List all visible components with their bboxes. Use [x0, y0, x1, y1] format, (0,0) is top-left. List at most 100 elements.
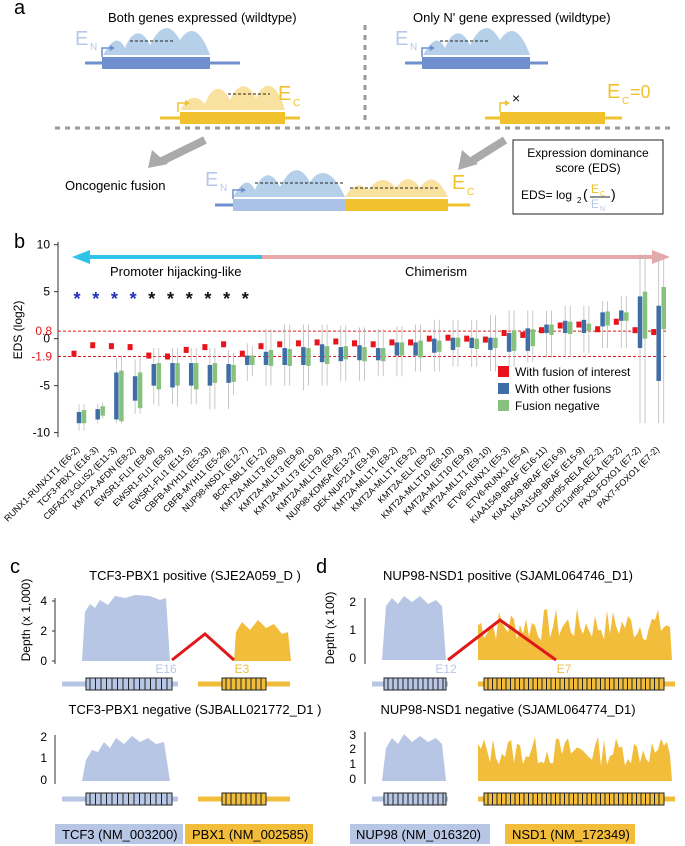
panel-d: d NUP98-NSD1 positive (SJAML064746_D1) D…	[316, 556, 675, 844]
fusion-gene: Oncogenic fusion E N E C	[65, 169, 474, 211]
n-coverage	[103, 28, 210, 55]
panel-a: a Both genes expressed (wildtype) Only N…	[14, 0, 670, 215]
right-n-gene: E N	[395, 28, 548, 69]
fusion-negative-box	[268, 349, 274, 366]
interest-marker	[501, 330, 507, 337]
n-arrow-head-right	[430, 45, 435, 51]
d-bottom-ytick-0: 0	[349, 772, 356, 786]
b-stars: * * * * * * * * * *	[73, 289, 248, 309]
other-fusions-box	[301, 347, 306, 365]
interest-marker	[277, 341, 283, 348]
y-tick-label: 5	[43, 285, 50, 299]
panel-c: c TCF3-PBX1 positive (SJE2A059_D ) Depth…	[10, 556, 321, 844]
fusion-arrow-head	[241, 187, 246, 193]
fusion-negative-box	[642, 291, 648, 339]
fusion-negative-box	[549, 324, 554, 335]
other-fusions-box	[656, 305, 661, 381]
other-fusions-box	[525, 328, 531, 351]
significance-star: *	[223, 289, 230, 309]
other-fusions-box	[226, 364, 231, 383]
ec-letter-right: E	[607, 81, 620, 103]
fusion-ec-letter: E	[452, 172, 465, 194]
d-bottom-c-coverage	[478, 736, 672, 781]
interest-marker	[557, 322, 563, 329]
interest-marker	[165, 353, 170, 360]
c-bottom-ytick-1: 1	[40, 751, 47, 765]
significance-star: *	[204, 289, 211, 309]
significance-star: *	[92, 289, 99, 309]
other-fusions-box	[450, 337, 456, 350]
other-fusions-box	[637, 296, 643, 349]
interest-marker	[221, 341, 227, 348]
eds-formula: EDS= log	[521, 188, 572, 202]
gene-exon-block	[221, 677, 267, 691]
eds-formula-base: 2	[577, 196, 582, 205]
legend-negative: Fusion negative	[515, 399, 600, 413]
other-fusions-box	[76, 411, 82, 424]
fusion-negative-box	[474, 338, 479, 349]
gene-exon-block	[221, 792, 267, 806]
other-fusions-box	[544, 324, 549, 334]
other-fusions-box	[207, 364, 213, 386]
d-bottom-ytick-2: 2	[349, 742, 356, 756]
fusion-n-body	[233, 199, 345, 211]
eds-box: Expression dominance score (EDS) EDS= lo…	[512, 139, 664, 215]
c-gene-c-box	[185, 824, 313, 844]
c-top-junction	[171, 632, 236, 662]
fusion-negative-box	[212, 363, 218, 383]
fusion-negative-box	[605, 311, 610, 326]
eds-box-frame	[512, 139, 664, 215]
d-gene-c-box	[505, 824, 635, 844]
c-top-ytick-0: 0	[40, 654, 47, 668]
d-top-n-coverage	[382, 596, 446, 660]
other-fusions-box	[581, 319, 587, 334]
left-title: Both genes expressed (wildtype)	[108, 10, 297, 25]
c-top-tracks	[62, 677, 290, 691]
ec-zero: =0	[630, 82, 651, 102]
d-top-title: NUP98-NSD1 positive (SJAML064746_D1)	[383, 568, 633, 583]
eds-ec-sub: C	[600, 191, 605, 198]
eds-paren-open: (	[583, 186, 588, 202]
b-legend: With fusion of interest With other fusio…	[498, 365, 631, 413]
significance-star: *	[111, 289, 118, 309]
fusion-negative-box	[119, 370, 124, 422]
d-bottom-ytick-3: 3	[349, 728, 356, 742]
fusion-negative-box	[193, 363, 199, 390]
interest-marker	[370, 341, 376, 348]
significance-star: *	[73, 289, 80, 309]
interest-marker	[258, 343, 264, 350]
legend-interest: With fusion of interest	[515, 365, 631, 379]
other-fusions-box	[114, 372, 119, 420]
eds-en-sub: N	[600, 206, 605, 213]
other-fusions-box	[319, 344, 325, 363]
panel-a-label: a	[14, 0, 26, 19]
right-title: Only N' gene expressed (wildtype)	[413, 10, 611, 25]
legend-other: With other fusions	[515, 382, 611, 396]
eds-en: E	[591, 197, 599, 211]
chimerism-arrow-head	[652, 250, 670, 264]
c-top-c-coverage	[234, 620, 291, 661]
fusion-n-coverage	[233, 170, 345, 197]
other-fusions-box	[263, 351, 269, 365]
fusion-negative-box	[530, 329, 536, 347]
other-fusions-box	[413, 342, 418, 356]
d-bottom-title: NUP98-NSD1 negative (SJAML064774_D1)	[380, 702, 635, 717]
interest-marker	[71, 350, 77, 357]
n-arrow-head	[110, 45, 115, 51]
interest-marker	[352, 340, 357, 347]
en-letter-right: E	[395, 28, 408, 50]
d-top-tracks	[372, 677, 675, 691]
c-bottom-ytick-0: 0	[40, 773, 47, 787]
fusion-negative-box	[399, 342, 405, 356]
fusion-negative-box	[661, 286, 666, 330]
other-fusions-box	[488, 337, 493, 350]
panel-b-label: b	[14, 231, 25, 253]
fusion-negative-box	[231, 364, 236, 382]
c-gene-body-right	[500, 112, 605, 124]
interest-marker	[146, 352, 152, 359]
d-gene-n-box	[350, 824, 490, 844]
fusion-negative-box	[343, 346, 349, 360]
interest-marker	[239, 350, 245, 357]
interest-marker	[314, 339, 320, 346]
